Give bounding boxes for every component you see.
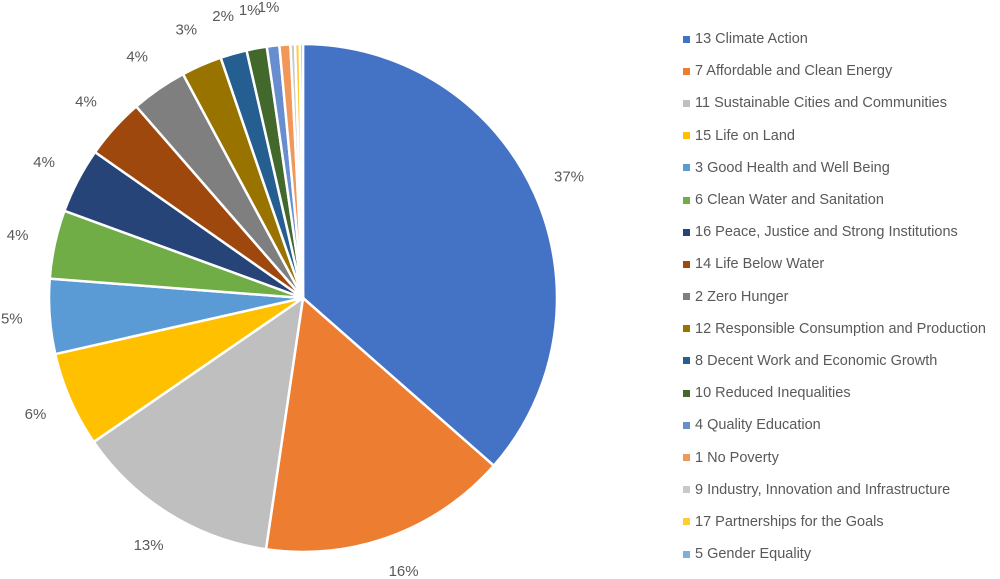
legend-swatch xyxy=(683,260,690,268)
data-label: 4% xyxy=(33,154,55,171)
pie-slice xyxy=(92,296,305,551)
legend-label: 8 Decent Work and Economic Growth xyxy=(695,352,938,369)
legend-swatch xyxy=(683,67,690,75)
legend-item: 8 Decent Work and Economic Growth xyxy=(683,345,986,377)
pie-slices xyxy=(47,42,559,554)
legend-label: 16 Peace, Justice and Strong Institution… xyxy=(695,224,958,241)
legend-label: 13 Climate Action xyxy=(695,31,808,48)
legend-label: 7 Affordable and Clean Energy xyxy=(695,63,893,80)
legend-item: 3 Good Health and Well Being xyxy=(683,152,986,184)
legend-swatch xyxy=(683,228,690,236)
legend-swatch xyxy=(683,389,690,397)
data-label: 16% xyxy=(389,563,419,579)
legend-swatch xyxy=(683,132,690,140)
legend-swatch xyxy=(683,357,690,365)
legend-item: 4 Quality Education xyxy=(683,409,986,441)
legend-item: 2 Zero Hunger xyxy=(683,281,986,313)
data-label: 1% xyxy=(239,2,261,19)
legend-label: 15 Life on Land xyxy=(695,127,795,144)
legend-label: 4 Quality Education xyxy=(695,417,821,434)
legend-swatch xyxy=(683,550,690,558)
data-label: 1% xyxy=(258,0,280,16)
legend-swatch xyxy=(683,293,690,301)
data-label: 37% xyxy=(554,169,584,186)
legend-item: 6 Clean Water and Sanitation xyxy=(683,184,986,216)
legend-swatch xyxy=(683,518,690,526)
pie-data-labels: 37% 16% 13% 6% 5% 4% 4% 4% 4% 3% 2% 1%1% xyxy=(1,0,584,579)
data-label: 13% xyxy=(134,537,164,554)
legend-label: 12 Responsible Consumption and Productio… xyxy=(695,320,986,337)
legend-item: 7 Affordable and Clean Energy xyxy=(683,55,986,87)
legend-label: 17 Partnerships for the Goals xyxy=(695,513,884,530)
legend-item: 17 Partnerships for the Goals xyxy=(683,506,986,538)
legend-swatch xyxy=(683,35,690,43)
legend-swatch xyxy=(683,486,690,494)
data-label: 6% xyxy=(25,406,47,423)
legend-item: 16 Peace, Justice and Strong Institution… xyxy=(683,216,986,248)
legend-label: 3 Good Health and Well Being xyxy=(695,159,890,176)
legend-item: 13 Climate Action xyxy=(683,23,986,55)
legend-swatch xyxy=(683,99,690,107)
chart-legend: 13 Climate Action 7 Affordable and Clean … xyxy=(683,23,986,570)
data-label: 2% xyxy=(212,8,234,25)
data-label: 5% xyxy=(1,310,23,327)
data-label: 3% xyxy=(175,21,197,38)
data-label: 4% xyxy=(126,49,148,66)
legend-swatch xyxy=(683,196,690,204)
pie-slice xyxy=(264,296,496,554)
data-label: 4% xyxy=(7,227,29,244)
pie-slice xyxy=(301,42,559,467)
pie-slice xyxy=(298,42,305,300)
legend-swatch xyxy=(683,454,690,462)
legend-label: 14 Life Below Water xyxy=(695,256,825,273)
legend-item: 5 Gender Equality xyxy=(683,538,986,570)
legend-item: 1 No Poverty xyxy=(683,441,986,473)
legend-item: 10 Reduced Inequalities xyxy=(683,377,986,409)
data-label: 4% xyxy=(75,94,97,111)
legend-label: 9 Industry, Innovation and Infrastructur… xyxy=(695,481,951,498)
legend-swatch xyxy=(683,421,690,429)
legend-item: 9 Industry, Innovation and Infrastructur… xyxy=(683,474,986,506)
legend-item: 12 Responsible Consumption and Productio… xyxy=(683,313,986,345)
legend-label: 11 Sustainable Cities and Communities xyxy=(695,95,948,112)
legend-label: 2 Zero Hunger xyxy=(695,288,789,305)
legend-item: 15 Life on Land xyxy=(683,120,986,152)
legend-swatch xyxy=(683,164,690,172)
legend-swatch xyxy=(683,325,690,333)
legend-label: 5 Gender Equality xyxy=(695,546,812,563)
legend-label: 1 No Poverty xyxy=(695,449,779,466)
legend-label: 10 Reduced Inequalities xyxy=(695,385,851,402)
legend-item: 14 Life Below Water xyxy=(683,248,986,280)
legend-label: 6 Clean Water and Sanitation xyxy=(695,192,884,209)
legend-item: 11 Sustainable Cities and Communities xyxy=(683,87,986,119)
